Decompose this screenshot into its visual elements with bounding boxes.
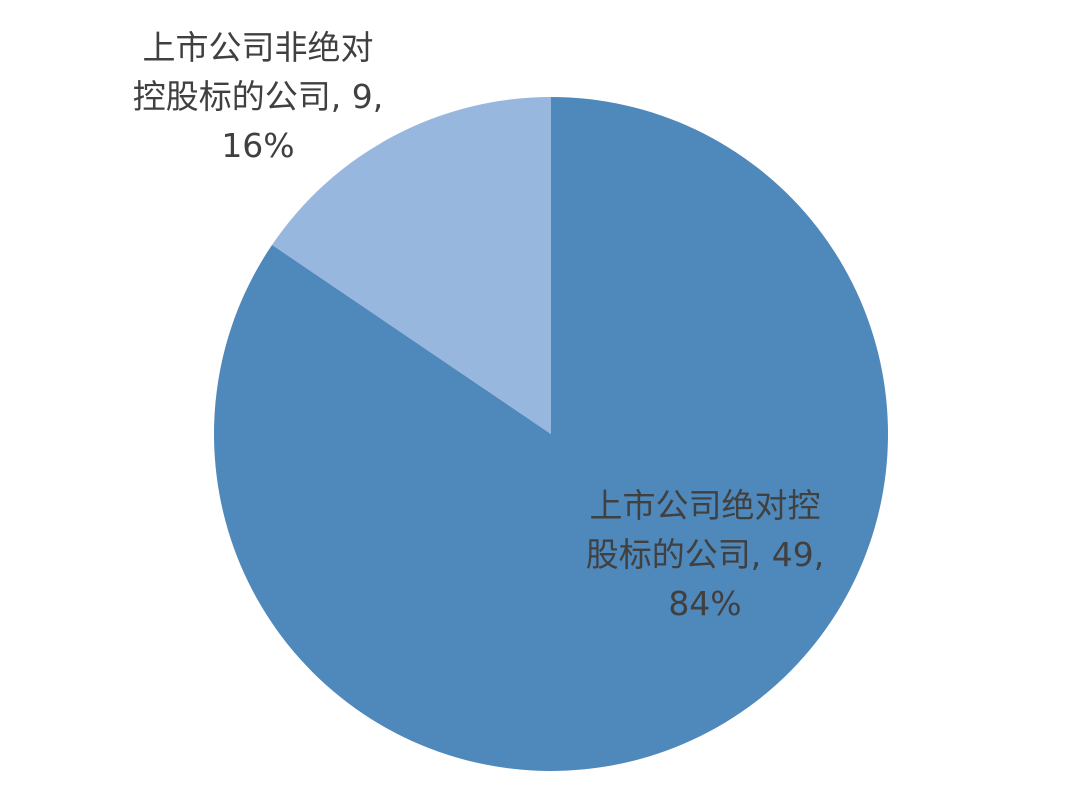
- data-label-line: 控股标的公司, 9,: [133, 77, 383, 116]
- data-label-line: 16%: [221, 126, 294, 165]
- data-label: 上市公司非绝对控股标的公司, 9, 16%: [133, 28, 383, 165]
- pie-slice: [272, 97, 551, 434]
- data-label-line: 上市公司非绝对: [143, 28, 374, 67]
- data-label-line: 上市公司绝对控: [590, 486, 821, 525]
- data-label-line: 股标的公司, 49,: [586, 535, 824, 574]
- pie-slice: [213, 97, 888, 772]
- data-label-line: 84%: [668, 584, 741, 623]
- data-label: 上市公司绝对控股标的公司, 49, 84%: [586, 486, 824, 623]
